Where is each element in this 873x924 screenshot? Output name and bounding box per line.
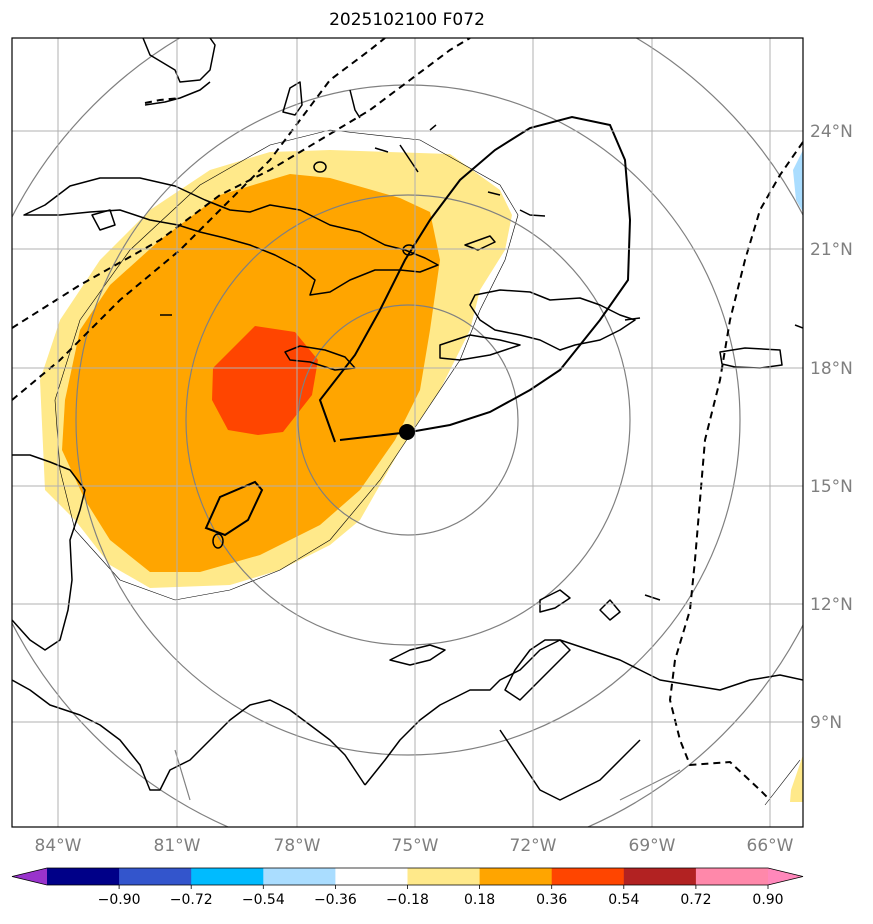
colorbar-tick-label: 0.18 <box>464 892 495 908</box>
colorbar-tick-label: 0.72 <box>680 892 711 908</box>
colorbar-segment <box>191 868 264 885</box>
lat-label: 24°N <box>810 122 853 142</box>
colorbar-tick-label: −0.72 <box>170 892 213 908</box>
lon-label: 75°W <box>392 836 439 856</box>
colorbar-tick-label: −0.36 <box>314 892 357 908</box>
range-rings <box>12 38 803 827</box>
map-border <box>11 37 804 828</box>
colorbar: −0.90 −0.72 −0.54 −0.36 −0.18 0.18 0.36 0.54 0.7… <box>11 867 804 908</box>
colorbar-segment <box>479 868 553 885</box>
map-title: 2025102100 F072 <box>329 10 485 30</box>
prob-field-0.54 <box>212 326 318 435</box>
colorbar-outline <box>11 867 804 886</box>
lon-labels: 84°W 81°W 78°W 75°W 72°W 69°W 66°W <box>35 836 794 856</box>
lon-label: 69°W <box>629 836 676 856</box>
lon-label: 78°W <box>274 836 321 856</box>
colorbar-segment <box>695 868 769 885</box>
colorbar-tick-label: 0.90 <box>752 892 783 908</box>
colorbar-tick-label: −0.18 <box>386 892 429 908</box>
graticule <box>12 38 803 827</box>
colorbar-tick-label: −0.54 <box>242 892 285 908</box>
lat-label: 12°N <box>810 595 853 615</box>
colorbar-segment <box>119 868 192 885</box>
colorbar-tick-label: 0.36 <box>536 892 567 908</box>
lat-label: 18°N <box>810 359 853 379</box>
colorbar-segment <box>335 868 408 885</box>
colorbar-extend-low <box>12 868 47 885</box>
colorbar-segment <box>623 868 697 885</box>
colorbar-tick-label: 0.54 <box>608 892 639 908</box>
track-lines-dashed <box>12 38 803 801</box>
prob-field-neg-0.18 <box>793 150 803 212</box>
lat-label: 9°N <box>810 713 842 733</box>
lon-label: 72°W <box>510 836 557 856</box>
envelope-line <box>54 129 519 601</box>
colorbar-segment <box>407 868 481 885</box>
colorbar-segment <box>47 868 120 885</box>
track-line-small-loop <box>204 480 264 537</box>
track-line-solid <box>318 115 632 443</box>
lat-label: 21°N <box>810 240 853 260</box>
colorbar-tick-label: −0.90 <box>98 892 141 908</box>
lon-label: 66°W <box>747 836 794 856</box>
lon-label: 84°W <box>35 836 82 856</box>
lon-label: 81°W <box>154 836 201 856</box>
lat-labels: 24°N 21°N 18°N 15°N 12°N 9°N <box>810 122 853 733</box>
storm-center-marker <box>399 424 415 440</box>
colorbar-segment <box>551 868 625 885</box>
colorbar-segment <box>263 868 336 885</box>
prob-field-0.18-south <box>790 755 803 802</box>
lat-label: 15°N <box>810 477 853 497</box>
coastlines <box>12 38 803 801</box>
colorbar-extend-high <box>768 868 803 885</box>
